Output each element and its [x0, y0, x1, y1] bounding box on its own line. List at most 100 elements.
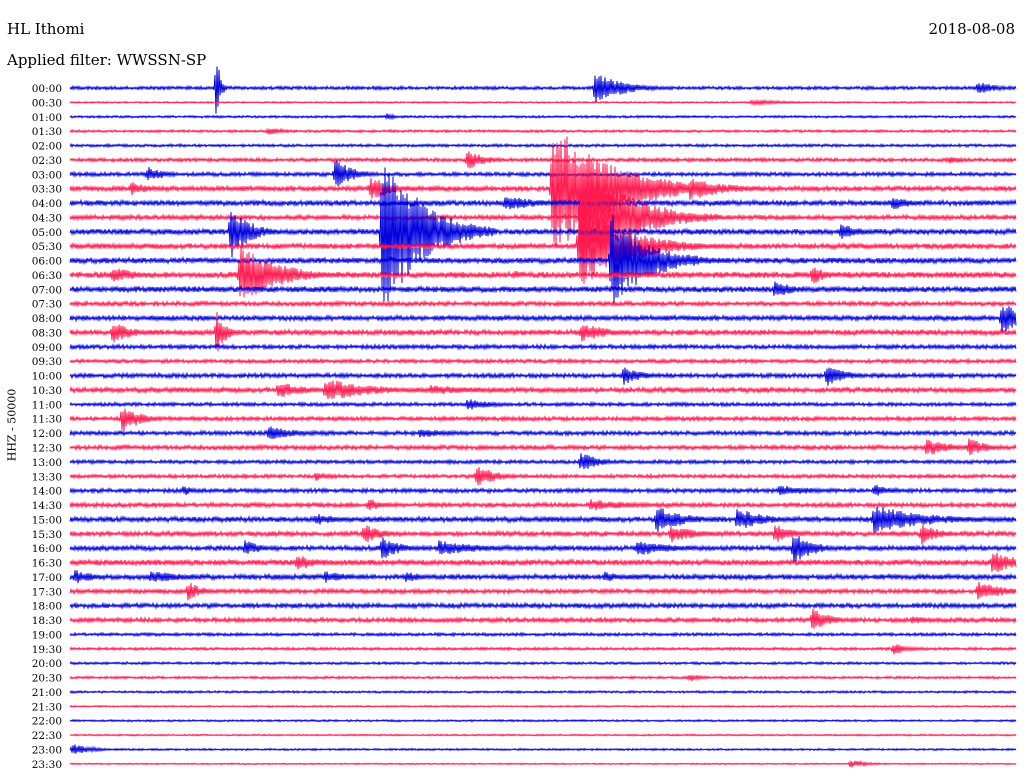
time-label: 00:00: [32, 83, 62, 95]
time-label: 19:30: [32, 644, 62, 656]
trace-line: [69, 499, 1017, 511]
time-label: 20:00: [32, 658, 62, 670]
trace-line: [69, 299, 1017, 308]
trace-line: [69, 127, 1017, 135]
time-label: 09:00: [32, 342, 62, 354]
trace-line: [69, 312, 1017, 352]
time-label: 12:00: [32, 428, 62, 440]
time-label: 11:00: [32, 399, 62, 411]
time-label: 05:00: [32, 227, 62, 239]
time-label: 04:00: [32, 198, 62, 210]
trace-line: [69, 660, 1017, 666]
trace-line: [69, 608, 1017, 629]
time-label: 22:00: [32, 716, 62, 728]
trace-line: [69, 408, 1017, 432]
time-label: 08:30: [32, 327, 62, 339]
time-label: 15:00: [32, 514, 62, 526]
trace-line: [69, 506, 1017, 533]
time-label: 02:00: [32, 141, 62, 153]
time-label: 10:00: [32, 371, 62, 383]
trace-line: [69, 759, 1017, 768]
trace-line: [69, 438, 1017, 456]
trace-line: [69, 744, 1017, 754]
time-label: 03:30: [32, 184, 62, 196]
time-label: 19:00: [32, 629, 62, 641]
trace-line: [69, 380, 1017, 400]
trace-line: [69, 601, 1017, 611]
trace-line: [69, 281, 1017, 296]
trace-line: [69, 399, 1017, 410]
time-label: 02:30: [32, 155, 62, 167]
trace-line: [69, 689, 1017, 695]
trace-line: [69, 160, 1017, 187]
time-label: 08:00: [32, 313, 62, 325]
time-label: 11:30: [32, 414, 62, 426]
trace-line: [69, 246, 1017, 298]
time-label: 07:00: [32, 284, 62, 296]
filter-label: Applied filter: WWSSN-SP: [7, 51, 207, 69]
time-label: 21:00: [32, 687, 62, 699]
time-label: 01:30: [32, 126, 62, 138]
time-label: 21:30: [32, 701, 62, 713]
trace-line: [69, 367, 1017, 386]
traces: [69, 66, 1017, 768]
trace-line: [69, 535, 1017, 565]
trace-line: [69, 342, 1017, 351]
trace-line: [69, 215, 1017, 303]
trace-line: [69, 98, 1017, 107]
date-label: 2018-08-08: [928, 20, 1015, 38]
trace-line: [69, 66, 1017, 114]
trace-line: [69, 733, 1017, 737]
time-label: 06:00: [32, 256, 62, 268]
trace-line: [69, 644, 1017, 655]
trace-line: [69, 163, 1017, 274]
trace-line: [69, 136, 1017, 246]
trace-line: [69, 453, 1017, 470]
time-label: 17:30: [32, 586, 62, 598]
trace-line: [69, 151, 1017, 169]
trace-line: [69, 426, 1017, 440]
time-label: 18:00: [32, 601, 62, 613]
time-label: 07:30: [32, 299, 62, 311]
trace-line: [69, 552, 1017, 573]
time-label: 17:00: [32, 572, 62, 584]
trace-line: [69, 581, 1017, 601]
time-label: 05:30: [32, 241, 62, 253]
time-label: 00:30: [32, 97, 62, 109]
trace-line: [69, 207, 1017, 284]
time-labels: 00:00 00:30 01:00 01:30 02:00 02:30 03:00 03:30…: [32, 83, 62, 771]
time-label: 14:30: [32, 500, 62, 512]
trace-line: [69, 524, 1017, 545]
time-label: 22:30: [32, 730, 62, 742]
time-label: 04:30: [32, 212, 62, 224]
time-label: 03:00: [32, 169, 62, 181]
trace-line: [69, 570, 1017, 584]
trace-line: [69, 197, 1017, 210]
trace-line: [69, 167, 1017, 302]
time-label: 01:00: [32, 112, 62, 124]
trace-line: [69, 112, 1017, 121]
trace-line: [69, 704, 1017, 709]
time-label: 15:30: [32, 529, 62, 541]
time-label: 18:30: [32, 615, 62, 627]
trace-line: [69, 631, 1017, 638]
time-label: 23:30: [32, 759, 62, 771]
trace-line: [69, 674, 1017, 682]
trace-line: [69, 142, 1017, 149]
time-label: 09:30: [32, 356, 62, 368]
time-label: 06:30: [32, 270, 62, 282]
time-label: 16:00: [32, 543, 62, 555]
trace-line: [69, 718, 1017, 723]
time-label: 14:00: [32, 486, 62, 498]
time-label: 10:30: [32, 385, 62, 397]
time-label: 23:00: [32, 744, 62, 756]
time-label: 12:30: [32, 443, 62, 455]
trace-line: [69, 467, 1017, 486]
time-label: 13:30: [32, 471, 62, 483]
trace-line: [69, 357, 1017, 366]
time-label: 13:00: [32, 457, 62, 469]
time-label: 20:30: [32, 673, 62, 685]
trace-line: [69, 306, 1017, 332]
station-title: HL Ithomi: [7, 20, 85, 38]
